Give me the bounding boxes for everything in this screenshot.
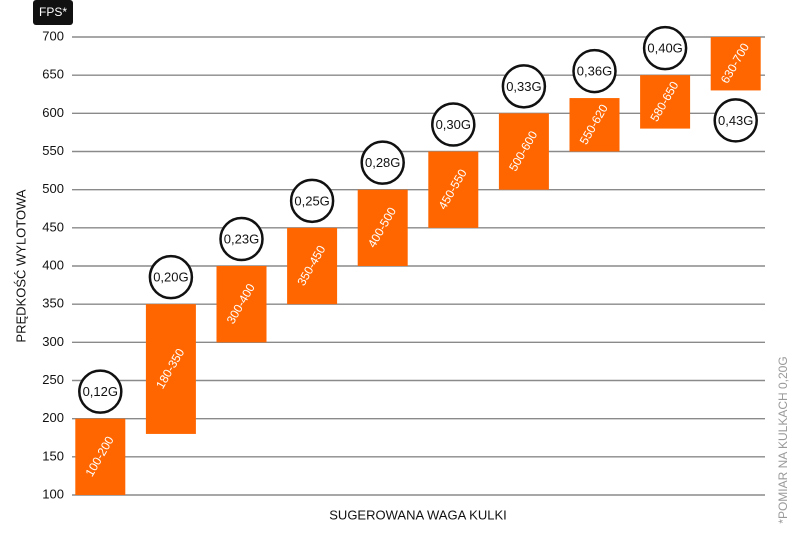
bar [145, 304, 196, 434]
bar [640, 75, 691, 129]
y-tick-label: 400 [42, 257, 64, 272]
y-tick-label: 300 [42, 334, 64, 349]
y-tick-label: 250 [42, 372, 64, 387]
category-label: 0,20G [153, 270, 188, 285]
weight-badge [572, 48, 617, 94]
y-tick-label: 200 [42, 410, 64, 425]
category-label: 0,36G [577, 64, 612, 79]
weight-badge [360, 140, 405, 185]
y-tick-label: 350 [42, 296, 64, 311]
bar [710, 37, 761, 91]
y-tick-label: 500 [42, 181, 64, 196]
x-axis-label: SUGEROWANA WAGA KULKI [329, 507, 506, 522]
y-tick-label: 550 [42, 143, 64, 158]
category-label: 0,40G [647, 41, 682, 56]
weight-badge [713, 98, 758, 143]
category-label: 0,25G [294, 193, 329, 208]
weight-badge [148, 254, 194, 300]
y-tick-label: 700 [42, 28, 64, 43]
unit-label: FPS* [39, 5, 67, 19]
unit-badge [33, 0, 73, 25]
y-tick-label: 600 [42, 105, 64, 120]
category-label: 0,33G [506, 79, 541, 94]
category-label: 0,43G [718, 113, 753, 128]
bar [287, 227, 338, 305]
weight-badge [642, 25, 688, 71]
y-axis-label: PRĘDKOŚĆ WYLOTOWA [13, 189, 28, 342]
category-label: 0,12G [83, 384, 118, 399]
bar [498, 113, 549, 190]
weight-badge [219, 216, 264, 262]
bar [357, 189, 408, 266]
category-label: 0,30G [436, 117, 471, 132]
weight-badge [501, 64, 547, 109]
footnote: *POMIAR NA KULKACH 0,20G [776, 356, 790, 523]
weight-badge [78, 369, 123, 414]
bar [569, 98, 620, 152]
bar [75, 418, 126, 495]
bar [428, 151, 479, 228]
category-label: 0,23G [224, 231, 259, 246]
y-tick-label: 450 [42, 219, 64, 234]
y-tick-label: 150 [42, 448, 64, 463]
y-tick-label: 100 [42, 486, 64, 501]
weight-badge [289, 178, 335, 224]
category-label: 0,28G [365, 155, 400, 170]
weight-badge [431, 102, 476, 147]
bar [216, 266, 267, 343]
y-tick-label: 650 [42, 67, 64, 82]
